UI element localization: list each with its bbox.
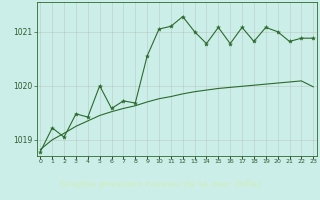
Text: Graphe pression niveau de la mer (hPa): Graphe pression niveau de la mer (hPa)	[59, 180, 261, 189]
